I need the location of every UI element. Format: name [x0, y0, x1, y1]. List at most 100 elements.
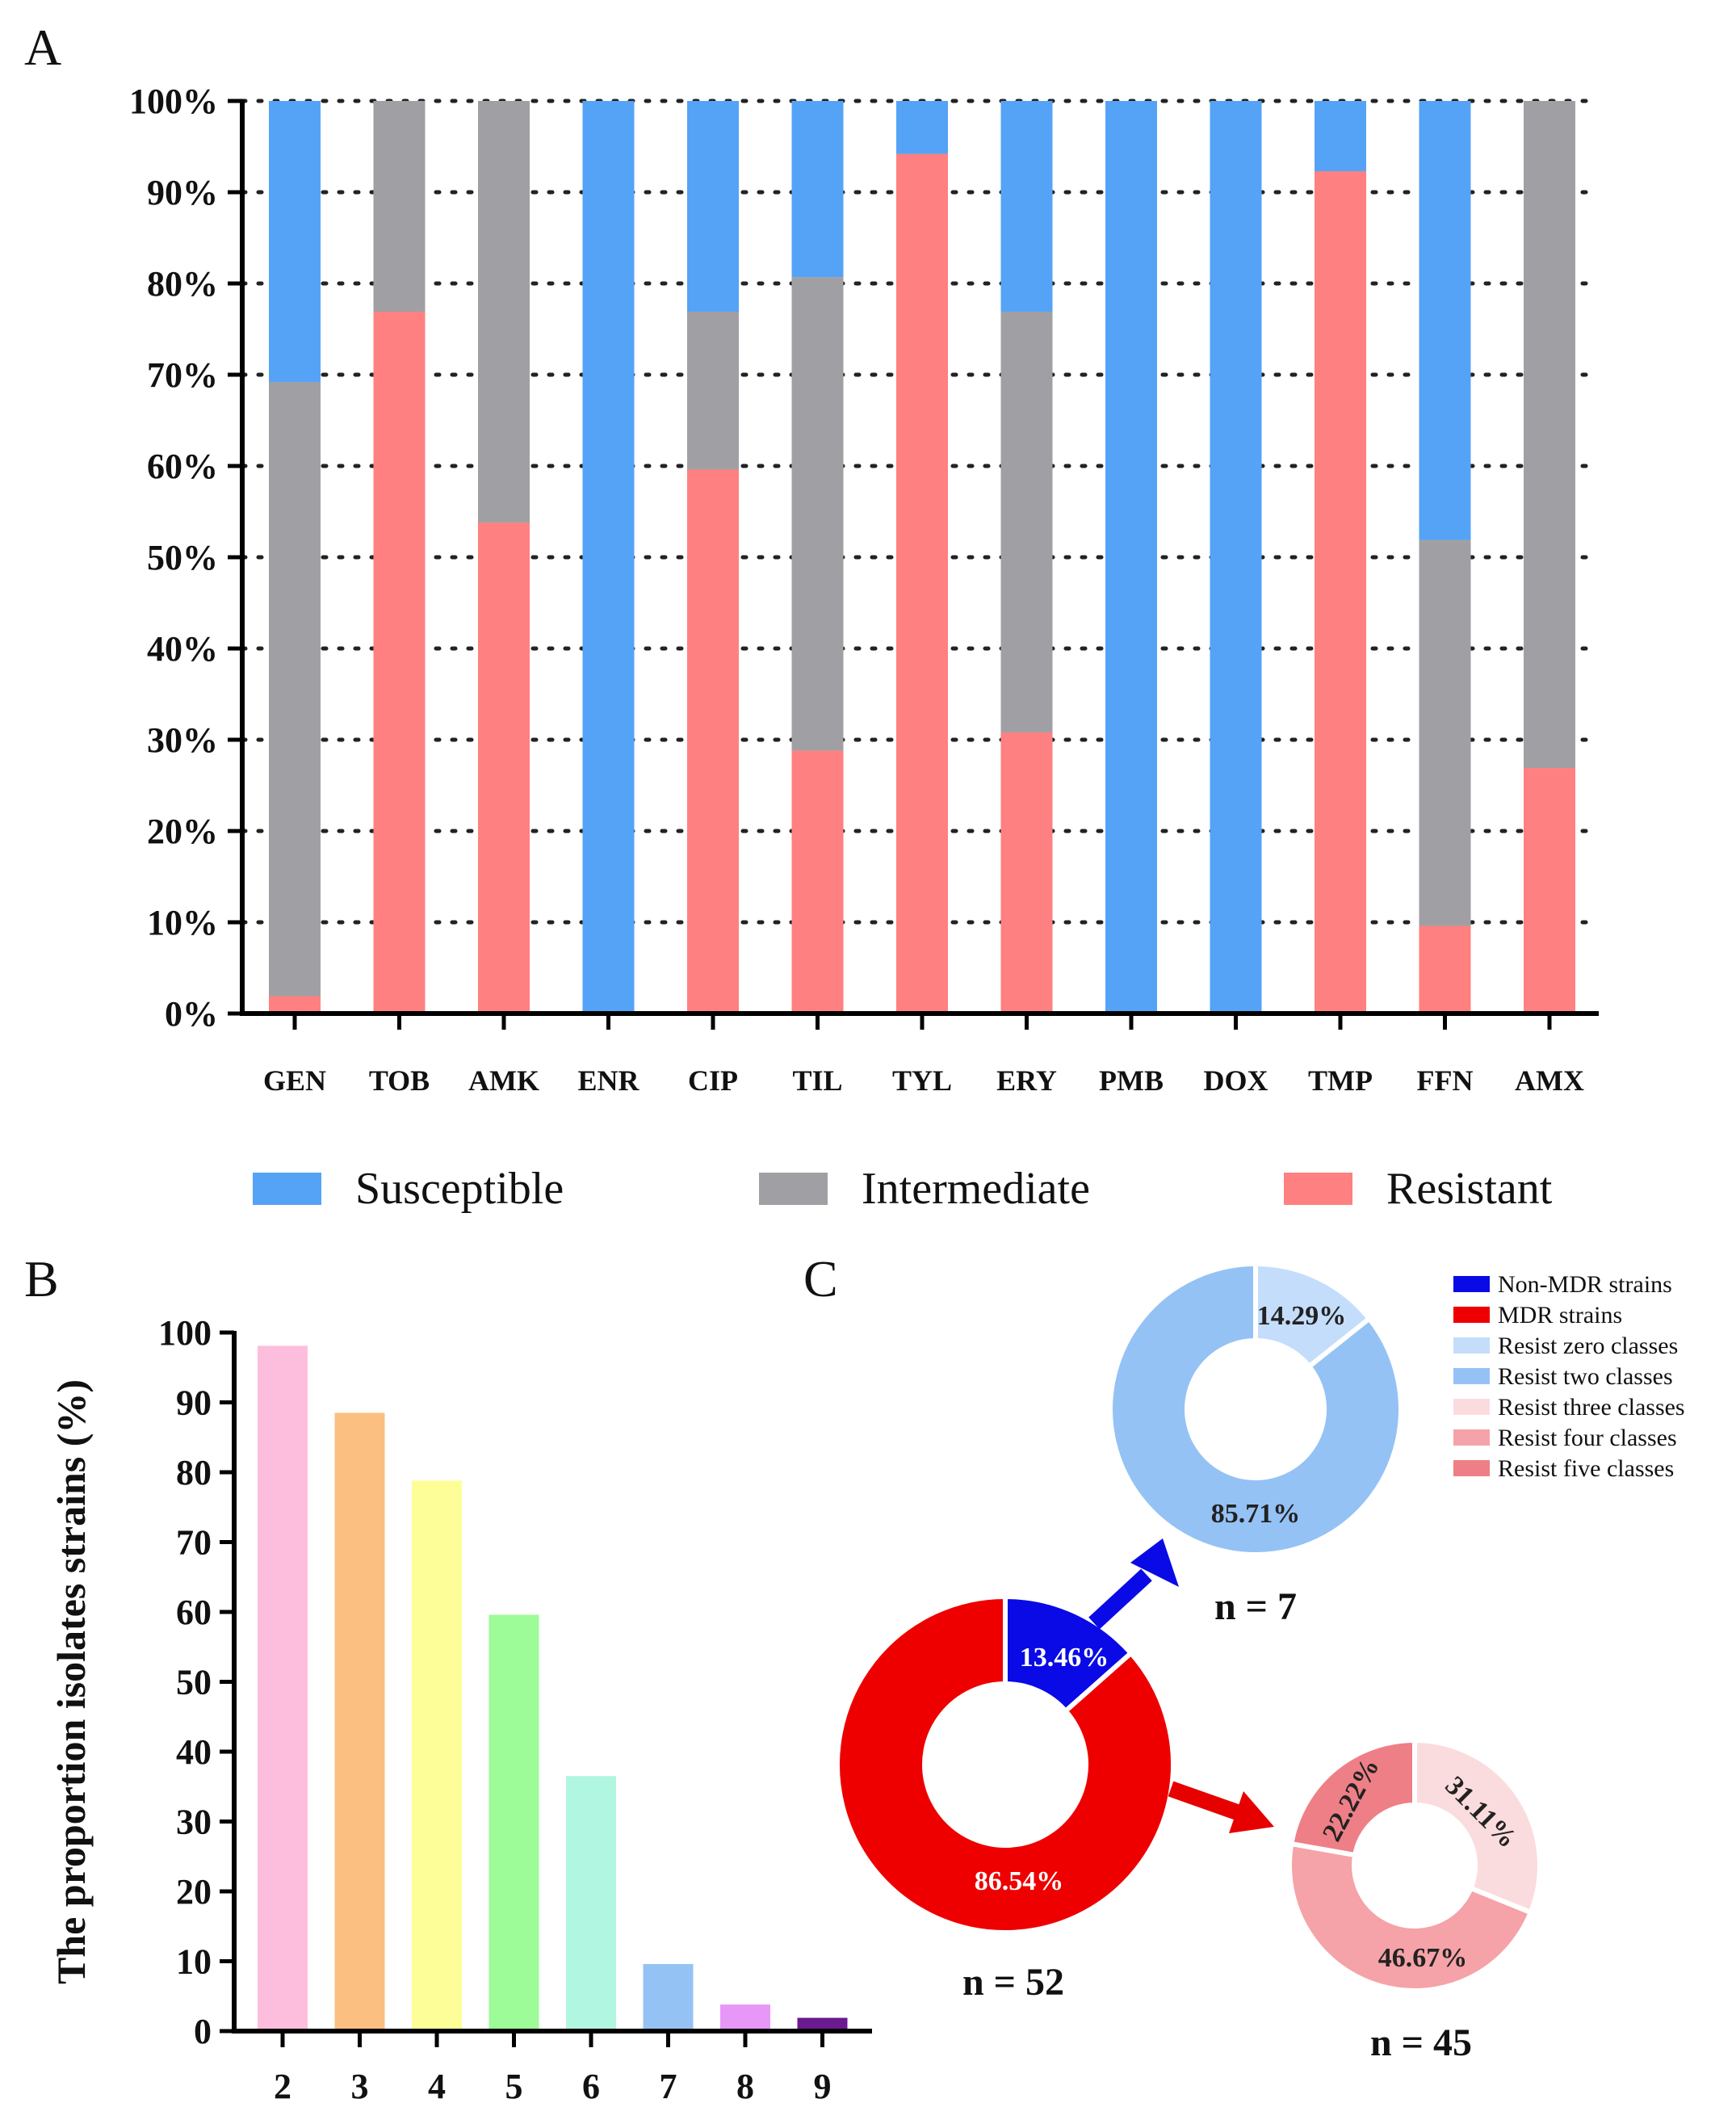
- ytick-label-b: 90: [176, 1383, 212, 1423]
- category-label-b: 6: [582, 2067, 600, 2106]
- n-label-non-mdr: n = 7: [1214, 1585, 1297, 1628]
- category-label-a: PMB: [1099, 1064, 1164, 1097]
- bar-b: [258, 1345, 308, 2031]
- legend-swatch-a-resistant: [1284, 1173, 1352, 1205]
- category-label-a: TYL: [892, 1064, 952, 1097]
- ytick-label-a: 60%: [147, 447, 218, 486]
- ytick-label-b: 50: [176, 1663, 212, 1702]
- panel-a-letter: A: [24, 19, 61, 76]
- category-label-a: ERY: [996, 1064, 1057, 1097]
- n-label-mdr: n = 45: [1370, 2021, 1472, 2064]
- donut-slice-mdr: [1412, 1737, 1542, 1916]
- ytick-label-b: 40: [176, 1732, 212, 1772]
- bar-a-resistant: [478, 523, 530, 1014]
- legend-swatch-c: [1453, 1276, 1490, 1292]
- bar-a-resistant: [373, 312, 426, 1014]
- bar-chart-b: 0 10 20 30 40 50 60 70 80 90 100 2 3 4 5 6 7 8 9 The propor…: [48, 1313, 872, 2106]
- ytick-label-b: 10: [176, 1942, 212, 1982]
- legend-label-c: Resist three classes: [1498, 1394, 1685, 1421]
- category-label-a: TIL: [792, 1064, 842, 1097]
- legend-label-c: Resist five classes: [1498, 1455, 1674, 1482]
- legend-swatch-c: [1453, 1337, 1490, 1354]
- bar-a-intermediate: [1524, 101, 1575, 769]
- bar-a-resistant: [1419, 925, 1471, 1014]
- ytick-label-a: 70%: [147, 355, 218, 395]
- bar-b: [720, 2004, 770, 2031]
- ytick-label-b: 30: [176, 1803, 212, 1842]
- ytick-label-a: 30%: [147, 720, 218, 760]
- bar-b: [566, 1776, 616, 2031]
- donut-label-main: 86.54%: [975, 1866, 1064, 1896]
- bar-a-intermediate: [791, 277, 844, 751]
- stacked-bar-chart-a: 0% 10% 20% 30% 40% 50% 60% 70% 80% 90% 100% GEN TOB A…: [129, 82, 1601, 1097]
- category-label-a: GEN: [263, 1064, 326, 1097]
- category-label-a: ENR: [577, 1064, 639, 1097]
- legend-a: Susceptible Intermediate Resistant: [253, 1164, 1553, 1214]
- arrow-blue-shaft: [1088, 1568, 1152, 1630]
- ytick-label-b: 80: [176, 1453, 212, 1492]
- panel-b-letter: B: [24, 1250, 59, 1307]
- ytick-label-a: 100%: [129, 82, 218, 121]
- bar-a-resistant: [896, 153, 948, 1014]
- donut-slice-mdr: [1288, 1737, 1417, 1858]
- category-label-a: TOB: [369, 1064, 430, 1097]
- donut-label-non-mdr: 85.71%: [1211, 1499, 1301, 1529]
- legend-swatch-c: [1453, 1307, 1490, 1323]
- ytick-label-b: 0: [194, 2012, 212, 2051]
- category-label-b: 8: [736, 2067, 754, 2106]
- legend-label-c: Resist two classes: [1498, 1363, 1673, 1390]
- bar-a-intermediate: [687, 312, 739, 470]
- ytick-label-b: 70: [176, 1523, 212, 1563]
- bar-b: [797, 2017, 848, 2031]
- legend-label-a-susceptible: Susceptible: [355, 1164, 564, 1214]
- bar-a-susceptible: [896, 101, 948, 154]
- category-label-a: FFN: [1417, 1064, 1474, 1097]
- bar-a-resistant: [791, 750, 844, 1014]
- legend-label-c: Resist four classes: [1498, 1425, 1677, 1451]
- bar-a-resistant: [1524, 768, 1575, 1014]
- donut-label-mdr: 46.67%: [1378, 1943, 1468, 1973]
- bar-a-susceptible: [1210, 101, 1262, 1014]
- bar-a-susceptible: [791, 101, 844, 278]
- ytick-label-a: 20%: [147, 812, 218, 851]
- bar-a-resistant: [687, 469, 739, 1014]
- ytick-label-b: 60: [176, 1593, 212, 1632]
- ytick-label-a: 90%: [147, 173, 218, 212]
- bar-a-intermediate: [373, 101, 426, 313]
- bar-b: [334, 1412, 385, 2031]
- donut-slice-main: [835, 1593, 1176, 1935]
- legend-c: Non-MDR strains MDR strains Resist zero cl…: [1453, 1271, 1685, 1482]
- ytick-label-b: 20: [176, 1872, 212, 1912]
- bar-b: [489, 1614, 539, 2031]
- category-label-a: AMK: [468, 1064, 539, 1097]
- ytick-label-b: 100: [158, 1313, 212, 1353]
- bar-a-susceptible: [1105, 101, 1157, 1014]
- legend-swatch-c: [1453, 1460, 1490, 1476]
- ytick-label-a: 80%: [147, 264, 218, 304]
- legend-swatch-c: [1453, 1399, 1490, 1415]
- bar-a-susceptible: [1000, 101, 1053, 313]
- category-label-a: CIP: [688, 1064, 738, 1097]
- arrow-red-shaft: [1168, 1781, 1243, 1821]
- category-label-a: TMP: [1308, 1064, 1373, 1097]
- y-axis-title-b: The proportion isolates strains (%): [48, 1379, 94, 1984]
- ytick-label-a: 0%: [165, 994, 218, 1034]
- legend-swatch-c: [1453, 1368, 1490, 1384]
- bar-a-intermediate: [478, 101, 530, 523]
- legend-label-c: Non-MDR strains: [1498, 1271, 1672, 1298]
- donut-slice-mdr: [1287, 1840, 1534, 1993]
- legend-label-c: MDR strains: [1498, 1302, 1622, 1328]
- category-label-b: 4: [428, 2067, 446, 2106]
- category-label-b: 5: [505, 2067, 523, 2106]
- legend-label-a-intermediate: Intermediate: [862, 1164, 1090, 1214]
- bar-a-intermediate: [1419, 539, 1471, 926]
- category-label-a: DOX: [1204, 1064, 1268, 1097]
- legend-label-a-resistant: Resistant: [1386, 1164, 1553, 1214]
- ytick-label-a: 40%: [147, 629, 218, 669]
- bar-a-resistant: [1000, 732, 1053, 1014]
- ytick-label-a: 50%: [147, 538, 218, 577]
- panel-c-letter: C: [803, 1250, 838, 1307]
- bar-b: [643, 1963, 694, 2031]
